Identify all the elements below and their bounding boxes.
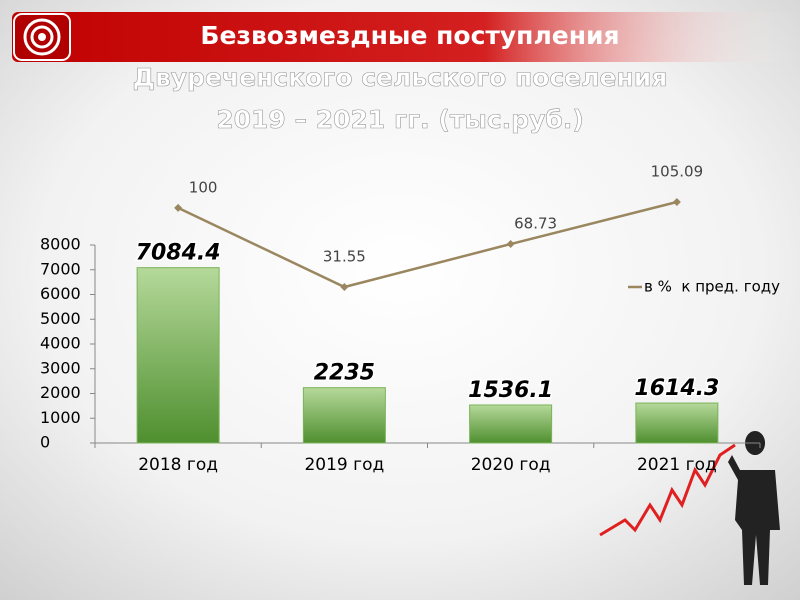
x-tick-label: 2020 год: [471, 455, 551, 475]
logo: [13, 13, 71, 61]
y-tick-label: 5000: [40, 309, 81, 328]
y-tick-label: 6000: [40, 284, 81, 303]
x-tick-label: 2021 год: [637, 455, 717, 475]
line-marker: [340, 283, 349, 291]
title-line: 2019 – 2021 гг. (тыс.руб.): [216, 105, 584, 134]
line-label: 105.09: [651, 163, 704, 181]
line: [177, 200, 678, 289]
line-label: 100: [189, 178, 218, 196]
value-label: 2235: [314, 361, 375, 386]
y-tick-label: 7000: [40, 259, 81, 278]
line-marker: [174, 203, 183, 212]
y-tick-label: 1000: [40, 408, 81, 427]
value-label: 1536.1: [468, 378, 553, 403]
legend-label: в % к пред. году: [644, 278, 780, 296]
bar: [469, 404, 553, 444]
y-tick-label: 2000: [40, 383, 81, 402]
y-tick-label: 0: [40, 433, 50, 452]
y-tick-label: 4000: [40, 334, 81, 353]
title-line: Двуреченского сельского поселения: [133, 63, 668, 92]
x-tick-label: 2019 год: [304, 455, 384, 475]
y-tick-label: 3000: [40, 358, 81, 377]
line-marker: [672, 198, 681, 206]
bar: [302, 387, 386, 444]
x-tick-label: 2018 год: [138, 455, 218, 475]
y-tick-label: 8000: [40, 235, 81, 254]
line-marker: [506, 240, 515, 249]
value-label: 7084.4: [136, 241, 221, 266]
title-line: Безвозмездные поступления: [200, 21, 619, 50]
value-label: 1614.3: [634, 376, 719, 401]
line-label: 68.73: [514, 215, 557, 233]
bar: [136, 267, 220, 444]
bar: [635, 402, 719, 444]
header-band: [12, 12, 800, 62]
decoration: [599, 431, 780, 585]
line-label: 31.55: [323, 248, 366, 266]
